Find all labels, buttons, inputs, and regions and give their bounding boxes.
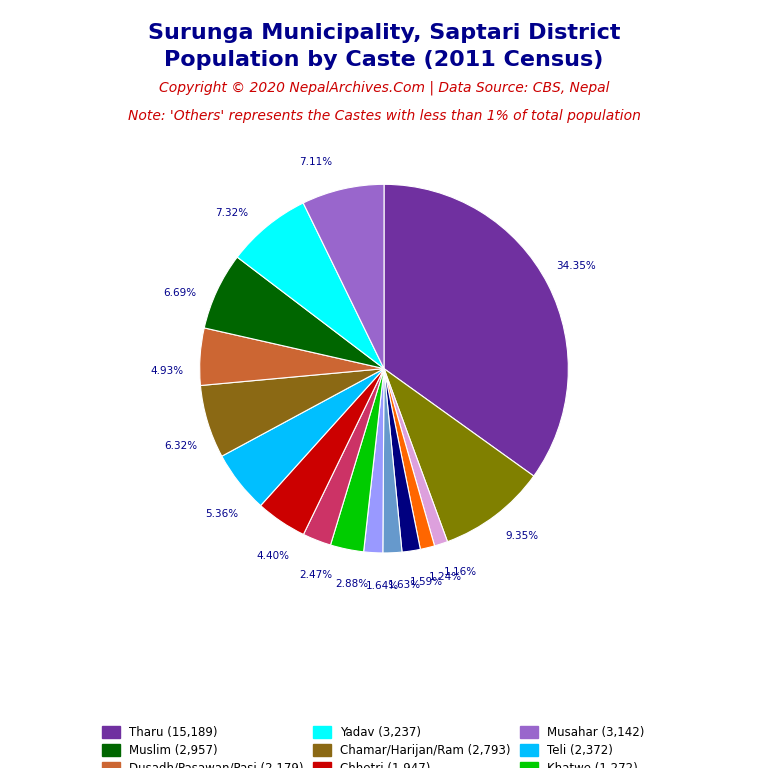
Text: 34.35%: 34.35% <box>556 261 596 271</box>
Wedge shape <box>237 203 384 369</box>
Text: 1.64%: 1.64% <box>366 581 399 591</box>
Wedge shape <box>204 257 384 369</box>
Wedge shape <box>384 369 435 549</box>
Text: 9.35%: 9.35% <box>506 531 539 541</box>
Wedge shape <box>303 369 384 545</box>
Text: 5.36%: 5.36% <box>205 508 238 518</box>
Wedge shape <box>384 369 534 541</box>
Text: 7.11%: 7.11% <box>299 157 332 167</box>
Text: Surunga Municipality, Saptari District: Surunga Municipality, Saptari District <box>147 23 621 43</box>
Wedge shape <box>222 369 384 505</box>
Text: 7.32%: 7.32% <box>215 208 248 218</box>
Wedge shape <box>200 328 384 386</box>
Text: Note: 'Others' represents the Castes with less than 1% of total population: Note: 'Others' represents the Castes wit… <box>127 109 641 123</box>
Wedge shape <box>363 369 384 553</box>
Text: Population by Caste (2011 Census): Population by Caste (2011 Census) <box>164 50 604 70</box>
Text: 4.93%: 4.93% <box>150 366 183 376</box>
Wedge shape <box>382 369 402 553</box>
Text: 1.24%: 1.24% <box>429 572 462 582</box>
Wedge shape <box>384 369 448 546</box>
Wedge shape <box>200 369 384 456</box>
Text: 1.16%: 1.16% <box>444 568 477 578</box>
Text: 1.63%: 1.63% <box>388 580 421 590</box>
Text: 4.40%: 4.40% <box>257 551 290 561</box>
Wedge shape <box>384 369 420 552</box>
Text: Copyright © 2020 NepalArchives.Com | Data Source: CBS, Nepal: Copyright © 2020 NepalArchives.Com | Dat… <box>159 81 609 95</box>
Wedge shape <box>260 369 384 535</box>
Text: 2.88%: 2.88% <box>335 578 368 588</box>
Wedge shape <box>384 184 568 476</box>
Text: 1.59%: 1.59% <box>409 577 442 587</box>
Wedge shape <box>330 369 384 552</box>
Text: 6.69%: 6.69% <box>164 288 197 298</box>
Legend: Tharu (15,189), Muslim (2,957), Dusadh/Pasawan/Pasi (2,179), Magar (1,092), Kami: Tharu (15,189), Muslim (2,957), Dusadh/P… <box>98 721 670 768</box>
Text: 6.32%: 6.32% <box>164 441 197 451</box>
Wedge shape <box>303 184 384 369</box>
Text: 2.47%: 2.47% <box>300 570 333 580</box>
